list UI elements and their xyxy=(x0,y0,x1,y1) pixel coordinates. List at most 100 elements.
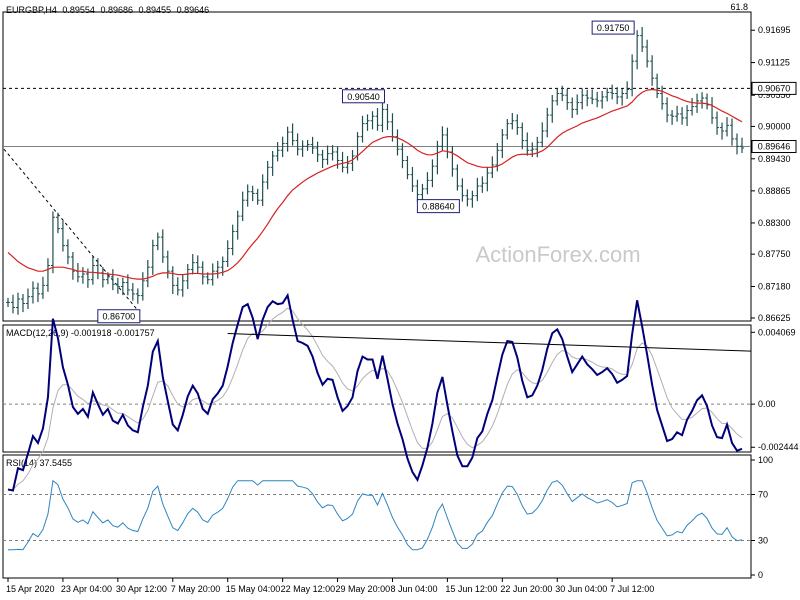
ohlc-bar xyxy=(385,103,390,131)
ohlc-high: 0.89686 xyxy=(100,5,133,15)
ohlc-bar xyxy=(370,111,375,130)
x-tick-label: 15 Jun 12:00 xyxy=(445,584,497,594)
ohlc-bar xyxy=(395,129,400,156)
ohlc-bar xyxy=(510,113,515,130)
ohlc-bar xyxy=(175,277,180,296)
ohlc-bar xyxy=(265,160,270,190)
macd-tick-label: 0.00 xyxy=(758,399,776,409)
price-tag: 0.90670 xyxy=(751,81,797,95)
ohlc-bar xyxy=(80,267,85,284)
ohlc-bar xyxy=(555,88,560,106)
ohlc-bar xyxy=(65,239,70,265)
ohlc-bar xyxy=(635,30,640,70)
ohlc-close: 0.89646 xyxy=(177,5,210,15)
ohlc-bar xyxy=(310,136,315,154)
ohlc-bar xyxy=(20,293,25,313)
ohlc-bar xyxy=(505,119,510,140)
ohlc-bar xyxy=(75,262,80,283)
ohlc-bar xyxy=(455,164,460,191)
ohlc-bar xyxy=(580,88,585,110)
price-tick-label: 0.91695 xyxy=(758,25,791,35)
ohlc-bar xyxy=(235,210,240,240)
ohlc-bar xyxy=(345,156,350,174)
ohlc-low: 0.89455 xyxy=(139,5,172,15)
x-tick-label: 22 May 12:00 xyxy=(281,584,336,594)
ohlc-bar xyxy=(725,117,730,137)
ohlc-bar xyxy=(470,190,475,208)
ohlc-bar xyxy=(245,184,250,207)
price-tick-label: 0.90550 xyxy=(758,90,791,100)
ohlc-bar xyxy=(655,73,660,99)
ohlc-bar xyxy=(645,39,650,68)
ohlc-bar xyxy=(360,115,365,143)
ohlc-bar xyxy=(735,133,740,155)
ohlc-bar xyxy=(720,122,725,140)
ohlc-bar xyxy=(110,269,115,291)
rsi-tick-label: 70 xyxy=(758,490,768,500)
ohlc-bar xyxy=(200,261,205,285)
x-tick-label: 22 Jun 20:00 xyxy=(500,584,552,594)
ohlc-bar xyxy=(710,97,715,124)
price-annotation-label: 0.91750 xyxy=(597,23,630,33)
ohlc-bar xyxy=(115,277,120,294)
ohlc-bar xyxy=(715,111,720,135)
ohlc-bar xyxy=(675,105,680,122)
ohlc-bar xyxy=(340,151,345,173)
x-tick-label: 15 Apr 2020 xyxy=(6,584,55,594)
ohlc-bar xyxy=(95,258,100,280)
ohlc-bar xyxy=(690,97,695,116)
ohlc-bar xyxy=(270,150,275,176)
ohlc-bar xyxy=(625,81,630,99)
ohlc-bar xyxy=(630,54,635,97)
price-annotation-label: 0.86700 xyxy=(103,312,136,322)
ohlc-bar xyxy=(120,277,125,296)
price-tick-label: 0.91125 xyxy=(758,58,790,68)
ohlc-bar xyxy=(530,142,535,158)
ohlc-bar xyxy=(730,118,735,146)
ohlc-bar xyxy=(15,292,20,315)
ohlc-bar xyxy=(180,274,185,297)
price-tick-label: 0.88865 xyxy=(758,186,791,196)
ohlc-bar xyxy=(6,297,10,307)
ohlc-bar xyxy=(430,159,435,188)
macd-main-line xyxy=(7,292,743,492)
ohlc-bar xyxy=(160,229,165,263)
price-annotation: 0.86700 xyxy=(97,309,141,324)
price-tag: 0.89646 xyxy=(751,140,797,154)
ohlc-bar xyxy=(315,141,320,163)
ohlc-bar xyxy=(700,92,705,109)
macd-tick-label: 0.004069 xyxy=(758,327,796,337)
x-tick-label: 7 May 20:00 xyxy=(171,584,221,594)
ohlc-bar xyxy=(230,224,235,256)
ohlc-bar xyxy=(320,149,325,168)
ohlc-bar xyxy=(150,239,155,275)
axis-layer: 0.91695 0.91125 0.90550 0.90000 0.89430 0.888… xyxy=(6,25,799,594)
ohlc-bar xyxy=(185,264,190,289)
ohlc-bar xyxy=(620,88,625,106)
price-tick-label: 0.88300 xyxy=(758,218,791,228)
falling-trendline xyxy=(3,148,139,311)
x-tick-label: 30 Apr 12:00 xyxy=(116,584,167,594)
ohlc-bar xyxy=(595,91,600,108)
ohlc-bar xyxy=(325,145,330,165)
ohlc-bar xyxy=(275,142,280,162)
ohlc-bar xyxy=(565,88,570,110)
ohlc-bar xyxy=(330,145,335,161)
x-tick-label: 8 Jun 04:00 xyxy=(390,584,437,594)
macd-tick-label: -0.002444 xyxy=(758,442,799,452)
ohlc-bar xyxy=(440,126,445,152)
x-tick-label: 30 Jun 04:00 xyxy=(555,584,607,594)
ohlc-bar xyxy=(540,122,545,148)
moving-average-line xyxy=(7,88,743,280)
macd-panel-frame xyxy=(2,324,752,453)
ohlc-bar xyxy=(445,127,450,159)
price-title: EURGBP,H4 0.89554 0.89686 0.89455 0.8964… xyxy=(6,5,209,15)
ohlc-bar xyxy=(665,97,670,123)
ohlc-bar xyxy=(640,26,645,52)
ohlc-bar xyxy=(405,155,410,180)
ohlc-bar xyxy=(520,122,525,150)
ohlc-bar xyxy=(295,133,300,156)
price-tag-label: 0.89646 xyxy=(758,142,791,152)
ohlc-bar xyxy=(290,123,295,146)
